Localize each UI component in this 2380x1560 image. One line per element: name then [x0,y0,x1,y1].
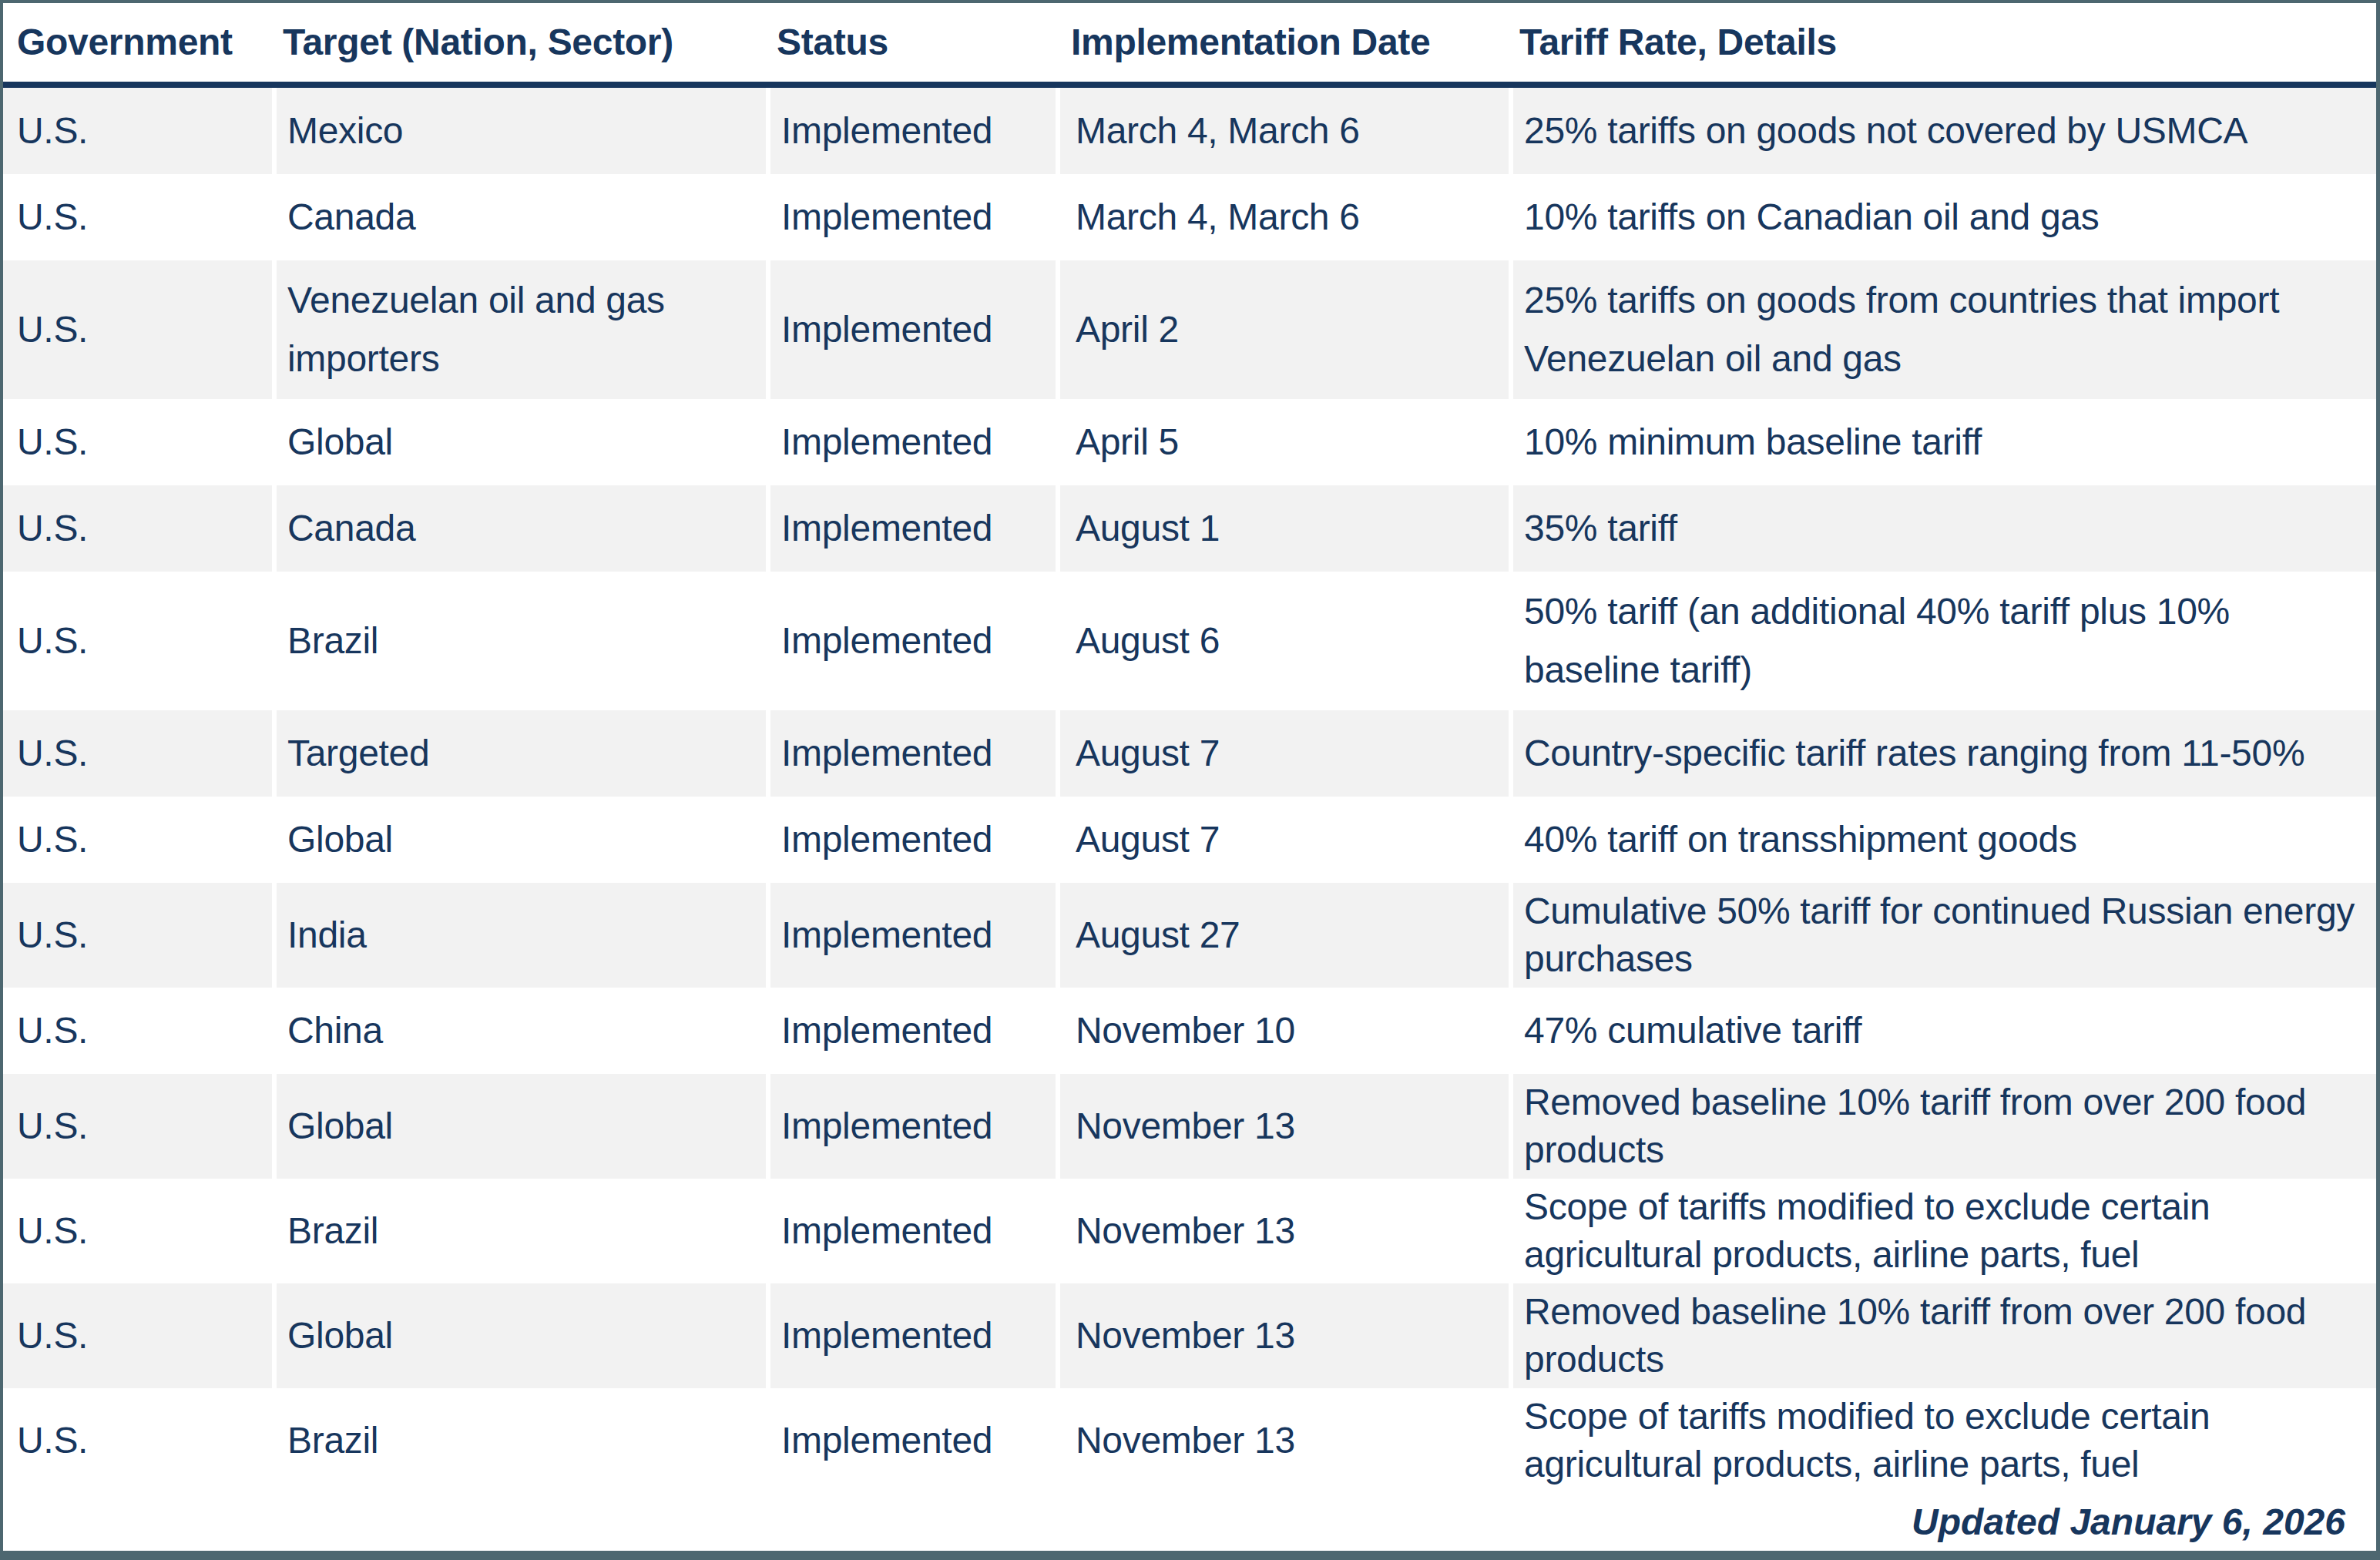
footer: Updated January 6, 2026 [3,1493,2376,1551]
cell-tariff-rate-details: 25% tariffs on goods from countries that… [1509,260,2376,399]
cell-implementation-date: August 6 [1056,572,1509,710]
cell-implementation-date: November 10 [1056,988,1509,1074]
cell-status: Implemented [766,572,1056,710]
cell-target: Global [272,797,766,883]
table-row: U.S. Mexico Implemented March 4, March 6… [3,88,2376,174]
table-row: U.S. Global Implemented November 13 Remo… [3,1074,2376,1179]
table-row: U.S. Brazil Implemented November 13 Scop… [3,1179,2376,1283]
cell-target: Brazil [272,1179,766,1283]
cell-target: China [272,988,766,1074]
column-header-target: Target (Nation, Sector) [272,14,766,71]
cell-status: Implemented [766,1388,1056,1493]
cell-tariff-rate-details: 35% tariff [1509,485,2376,572]
cell-status: Implemented [766,88,1056,174]
cell-tariff-rate-details: 47% cumulative tariff [1509,988,2376,1074]
table-row: U.S. China Implemented November 10 47% c… [3,988,2376,1074]
cell-government: U.S. [3,797,272,883]
cell-implementation-date: August 7 [1056,797,1509,883]
cell-tariff-rate-details: 50% tariff (an additional 40% tariff plu… [1509,572,2376,710]
cell-tariff-rate-details: Cumulative 50% tariff for continued Russ… [1509,883,2376,988]
cell-target: India [272,883,766,988]
table-row: U.S. Canada Implemented August 1 35% tar… [3,485,2376,572]
table-row: U.S. Global Implemented August 7 40% tar… [3,797,2376,883]
cell-government: U.S. [3,1283,272,1388]
cell-status: Implemented [766,1074,1056,1179]
cell-implementation-date: March 4, March 6 [1056,88,1509,174]
tariff-table-page: Government Target (Nation, Sector) Statu… [0,0,2380,1560]
cell-tariff-rate-details: 25% tariffs on goods not covered by USMC… [1509,88,2376,174]
cell-target: Brazil [272,572,766,710]
table-row: U.S. Venezuelan oil and gas importers Im… [3,260,2376,399]
cell-status: Implemented [766,1283,1056,1388]
cell-implementation-date: November 13 [1056,1283,1509,1388]
cell-government: U.S. [3,88,272,174]
cell-government: U.S. [3,399,272,485]
cell-tariff-rate-details: 40% tariff on transshipment goods [1509,797,2376,883]
cell-tariff-rate-details: 10% minimum baseline tariff [1509,399,2376,485]
cell-implementation-date: April 2 [1056,260,1509,399]
column-header-implementation-date: Implementation Date [1056,14,1509,71]
table-header-row: Government Target (Nation, Sector) Statu… [3,3,2376,82]
cell-implementation-date: August 1 [1056,485,1509,572]
cell-implementation-date: November 13 [1056,1179,1509,1283]
cell-government: U.S. [3,260,272,399]
cell-status: Implemented [766,260,1056,399]
cell-status: Implemented [766,988,1056,1074]
cell-status: Implemented [766,883,1056,988]
cell-government: U.S. [3,1388,272,1493]
cell-target: Canada [272,485,766,572]
cell-target: Canada [272,174,766,260]
cell-target: Global [272,1283,766,1388]
table-row: U.S. Targeted Implemented August 7 Count… [3,710,2376,797]
column-header-tariff-rate-details: Tariff Rate, Details [1509,14,2376,71]
cell-target: Global [272,1074,766,1179]
cell-government: U.S. [3,988,272,1074]
cell-implementation-date: November 13 [1056,1388,1509,1493]
cell-status: Implemented [766,485,1056,572]
table-row: U.S. Brazil Implemented August 6 50% tar… [3,572,2376,710]
cell-tariff-rate-details: Scope of tariffs modified to exclude cer… [1509,1388,2376,1493]
cell-tariff-rate-details: 10% tariffs on Canadian oil and gas [1509,174,2376,260]
cell-government: U.S. [3,883,272,988]
table-row: U.S. Canada Implemented March 4, March 6… [3,174,2376,260]
cell-status: Implemented [766,1179,1056,1283]
cell-status: Implemented [766,797,1056,883]
updated-date-label: Updated January 6, 2026 [1912,1501,2345,1543]
cell-target: Venezuelan oil and gas importers [272,260,766,399]
column-header-status: Status [766,14,1056,71]
cell-implementation-date: August 27 [1056,883,1509,988]
cell-implementation-date: November 13 [1056,1074,1509,1179]
cell-government: U.S. [3,572,272,710]
cell-target: Global [272,399,766,485]
cell-target: Targeted [272,710,766,797]
cell-government: U.S. [3,485,272,572]
cell-status: Implemented [766,710,1056,797]
cell-government: U.S. [3,710,272,797]
cell-status: Implemented [766,399,1056,485]
table-row: U.S. India Implemented August 27 Cumulat… [3,883,2376,988]
cell-target: Mexico [272,88,766,174]
column-header-government: Government [3,14,272,71]
cell-implementation-date: April 5 [1056,399,1509,485]
cell-tariff-rate-details: Scope of tariffs modified to exclude cer… [1509,1179,2376,1283]
header-divider-rule [3,82,2376,88]
cell-government: U.S. [3,1074,272,1179]
cell-tariff-rate-details: Country-specific tariff rates ranging fr… [1509,710,2376,797]
table-body: U.S. Mexico Implemented March 4, March 6… [3,88,2376,1493]
cell-target: Brazil [272,1388,766,1493]
table-row: U.S. Brazil Implemented November 13 Scop… [3,1388,2376,1493]
table-row: U.S. Global Implemented November 13 Remo… [3,1283,2376,1388]
table-row: U.S. Global Implemented April 5 10% mini… [3,399,2376,485]
cell-implementation-date: August 7 [1056,710,1509,797]
cell-status: Implemented [766,174,1056,260]
cell-government: U.S. [3,1179,272,1283]
cell-tariff-rate-details: Removed baseline 10% tariff from over 20… [1509,1074,2376,1179]
cell-implementation-date: March 4, March 6 [1056,174,1509,260]
cell-tariff-rate-details: Removed baseline 10% tariff from over 20… [1509,1283,2376,1388]
cell-government: U.S. [3,174,272,260]
